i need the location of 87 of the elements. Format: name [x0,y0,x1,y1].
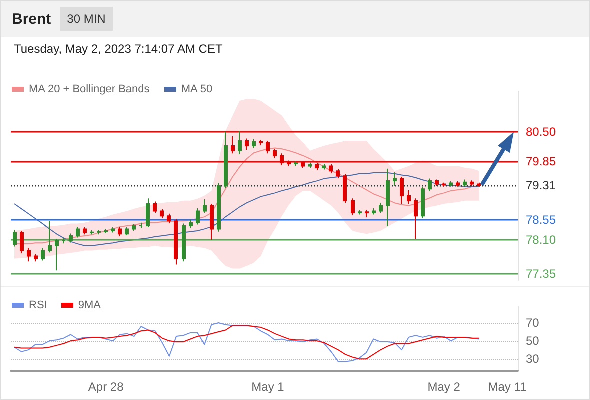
legend-label: MA 20 + Bollinger Bands [29,84,150,96]
candlestick [76,226,80,238]
candlestick [196,208,200,226]
candlestick [189,219,193,229]
candlestick [421,186,425,219]
candlestick [160,208,164,219]
candlestick [336,168,340,179]
candlestick [315,163,319,171]
candlestick [118,226,122,237]
candlestick [470,180,474,186]
candlestick [41,248,45,262]
candlestick [252,138,256,149]
candlestick [210,204,214,240]
candlestick [365,210,369,218]
candlestick [62,238,66,244]
candlestick [456,181,460,188]
candlestick [69,233,73,244]
chart-title: Brent [12,10,52,28]
chart-subtitle: Tuesday, May 2, 2023 7:14:07 AM CET [14,42,223,56]
candlestick [407,190,411,204]
y-tick-label: 50 [526,334,540,348]
candlestick [132,224,136,232]
legend-label: RSI [29,300,48,312]
candlestick [182,223,186,262]
text: 30 MIN [60,7,113,31]
candlestick [245,138,249,150]
ref-line-label: 79.31 [526,178,556,193]
candlestick [463,179,467,187]
candlestick [238,130,242,155]
candlestick [301,162,305,168]
candlestick [287,160,291,167]
candlestick [259,140,263,146]
candlestick [329,164,333,174]
candlestick [379,202,383,214]
y-tick-label: 30 [526,352,540,366]
candlestick [414,198,418,240]
candlestick [386,168,390,227]
ref-line-label: 79.85 [526,154,556,168]
candlestick [34,254,38,262]
candlestick [90,230,94,236]
candlestick [266,140,270,154]
candlestick [428,178,432,192]
ref-line-label: 78.55 [526,212,556,227]
candlestick [125,226,129,236]
candlestick [400,176,404,204]
x-tick-label: May 2 [428,380,461,394]
candlestick [393,172,397,186]
candlestick [224,132,228,189]
candlestick [280,153,284,166]
candlestick [358,210,362,216]
candlestick [13,230,17,248]
candlestick [322,163,326,170]
ref-line-label: 80.50 [526,125,556,139]
candlestick [153,201,157,214]
x-tick-label: Apr 28 [88,380,124,394]
candlestick [294,161,298,167]
x-tick-label: May 11 [488,380,527,394]
candlestick [27,248,31,262]
candlestick [372,208,376,216]
candlestick [203,199,207,214]
candlestick [139,222,143,229]
candlestick [351,198,355,216]
candlestick [442,182,446,188]
candlestick [217,182,221,232]
legend-label: MA 50 [181,84,213,96]
candlestick [308,162,312,168]
candlestick [477,182,481,188]
candlestick [435,179,439,186]
candlestick [167,213,171,224]
candlestick [449,181,453,188]
candlestick [146,198,150,228]
candlestick [231,136,235,154]
ref-line-label: 77.35 [526,266,556,281]
x-tick-label: May 1 [252,380,285,394]
candlestick [20,230,24,254]
candlestick [83,226,87,236]
y-tick-label: 70 [526,316,540,330]
ref-line-label: 78.10 [526,233,556,247]
candlestick [55,238,59,272]
candlestick [111,226,115,234]
candlestick [273,148,277,159]
candlestick [343,174,347,204]
legend-label: 9MA [78,300,102,312]
candlestick [174,218,178,266]
candlestick [104,228,108,234]
candlestick [48,220,52,254]
candlestick [97,230,101,236]
